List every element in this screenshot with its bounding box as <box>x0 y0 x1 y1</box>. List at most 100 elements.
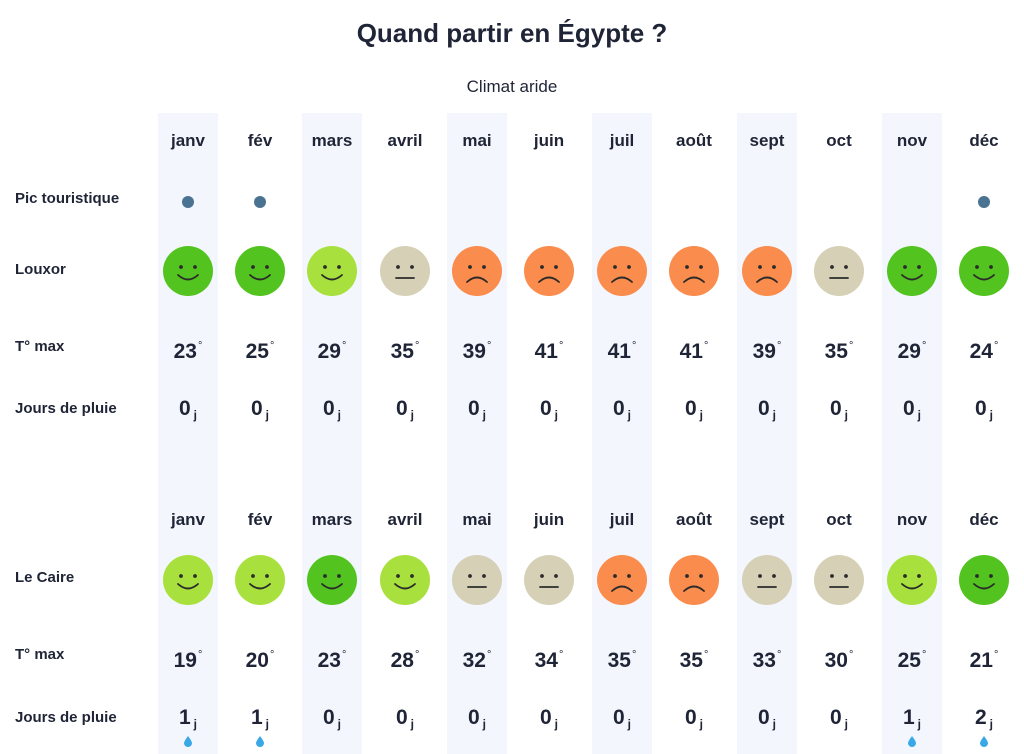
degree-symbol: ° <box>558 649 564 661</box>
temp-number: 28 <box>390 649 414 672</box>
rain-unit: j <box>337 408 342 422</box>
rain-number: 0 <box>684 706 697 729</box>
rating-great-icon <box>959 555 1009 605</box>
rain-number: 0 <box>395 397 408 420</box>
rain-unit: j <box>989 717 994 731</box>
temp-max-value: 19° <box>152 649 224 673</box>
rating-good-icon <box>163 555 213 605</box>
rain-number: 0 <box>612 706 625 729</box>
temp-number: 25 <box>245 340 269 363</box>
peak-row-label: Pic touristique <box>15 190 120 207</box>
page-title: Quand partir en Égypte ? <box>356 18 668 48</box>
caire-city-label: Le Caire <box>15 569 75 586</box>
temp-max-value: 24° <box>948 340 1020 364</box>
rain-drop-icon <box>908 734 916 747</box>
rating-neutral-icon <box>814 555 864 605</box>
temp-number: 41 <box>534 340 558 363</box>
rain-number: 0 <box>250 397 263 420</box>
degree-symbol: ° <box>341 340 347 352</box>
rating-bad-icon <box>452 246 502 296</box>
rain-unit: j <box>627 717 632 731</box>
rain-number: 0 <box>974 397 987 420</box>
rain-number: 2 <box>974 706 987 729</box>
column-stripe <box>882 113 942 754</box>
rating-great-icon <box>307 555 357 605</box>
rating-great-icon <box>887 246 937 296</box>
temp-number: 41 <box>607 340 631 363</box>
temp-max-value: 21° <box>948 649 1020 673</box>
degree-symbol: ° <box>993 340 999 352</box>
degree-symbol: ° <box>993 649 999 661</box>
temp-number: 30 <box>824 649 848 672</box>
rain-unit: j <box>337 717 342 731</box>
degree-symbol: ° <box>269 340 275 352</box>
rain-unit: j <box>627 408 632 422</box>
month-header: juin <box>533 131 565 150</box>
temp-max-value: 29° <box>296 340 368 364</box>
rain-drop-icon <box>184 734 192 747</box>
month-header: juil <box>609 131 635 150</box>
rain-unit: j <box>844 408 849 422</box>
rain-unit: j <box>410 408 415 422</box>
month-header: mai <box>462 131 492 150</box>
rain-number: 0 <box>902 397 915 420</box>
climate-subtitle: Climat aride <box>466 77 558 96</box>
month-header: nov <box>896 131 928 150</box>
temp-max-value: 41° <box>658 340 730 364</box>
temp-max-value: 25° <box>224 340 296 364</box>
degree-symbol: ° <box>703 649 709 661</box>
degree-symbol: ° <box>776 649 782 661</box>
month-header: mars <box>311 131 353 150</box>
rain-number: 0 <box>539 397 552 420</box>
degree-symbol: ° <box>848 340 854 352</box>
louxor-rain-label: Jours de pluie <box>15 400 117 417</box>
rain-unit: j <box>554 408 559 422</box>
temp-number: 19 <box>173 649 197 672</box>
degree-symbol: ° <box>921 340 927 352</box>
rain-number: 0 <box>612 397 625 420</box>
rain-unit: j <box>265 408 270 422</box>
rain-unit: j <box>917 717 922 731</box>
louxor-city-label: Louxor <box>15 261 66 278</box>
temp-number: 32 <box>462 649 486 672</box>
degree-symbol: ° <box>341 649 347 661</box>
rain-number: 0 <box>829 706 842 729</box>
rating-neutral-icon <box>524 555 574 605</box>
rain-unit: j <box>193 408 198 422</box>
temp-number: 20 <box>245 649 269 672</box>
rating-neutral-icon <box>814 246 864 296</box>
rain-unit: j <box>699 717 704 731</box>
rain-number: 0 <box>684 397 697 420</box>
rain-unit: j <box>554 717 559 731</box>
column-stripe <box>158 113 218 754</box>
temp-max-value: 28° <box>369 649 441 673</box>
rain-number: 0 <box>178 397 191 420</box>
rain-number: 0 <box>757 397 770 420</box>
temp-number: 23 <box>317 649 341 672</box>
rating-great-icon <box>959 246 1009 296</box>
temp-max-value: 39° <box>441 340 513 364</box>
temp-number: 24 <box>969 340 993 363</box>
temp-number: 39 <box>462 340 486 363</box>
caire-rain-label: Jours de pluie <box>15 709 117 726</box>
degree-symbol: ° <box>414 340 420 352</box>
month-header: juil <box>609 510 635 529</box>
rain-number: 0 <box>757 706 770 729</box>
rating-bad-icon <box>669 246 719 296</box>
month-header: janv <box>170 510 206 529</box>
temp-number: 21 <box>969 649 993 672</box>
temp-number: 29 <box>317 340 341 363</box>
temp-number: 35 <box>390 340 414 363</box>
temp-number: 25 <box>897 649 921 672</box>
